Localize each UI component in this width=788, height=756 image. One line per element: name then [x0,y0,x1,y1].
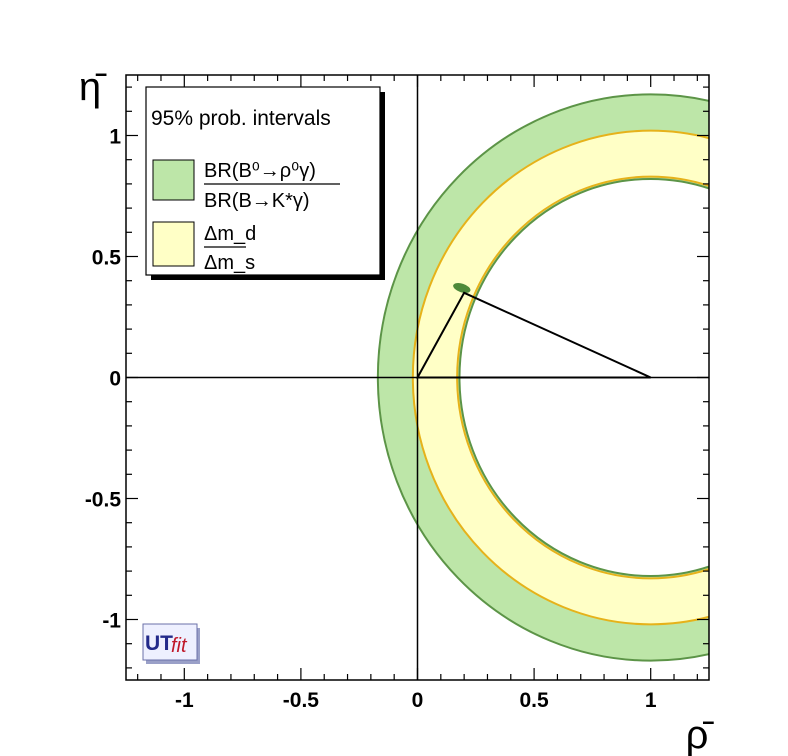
x-tick-label: 1 [645,689,657,712]
x-tick-label: -1 [175,689,194,712]
y-axis-label: η̄ [79,65,107,109]
region-dm-ratio [411,129,709,626]
utfit-logo: UT fit [142,623,200,664]
legend-br-denominator: BR(B→K*γ) [204,190,310,212]
legend: 95% prob. intervals BR(B⁰→ρ⁰γ) BR(B→K*γ)… [145,86,385,280]
triangle-outline [415,291,652,379]
x-tick-label: 0 [412,689,424,712]
y-tick-label: 0 [109,368,121,391]
legend-swatch-dm-ratio [152,221,195,267]
y-tick-label: 0.5 [92,247,122,270]
y-tick-label: 1 [109,126,121,149]
x-axis-label: ρ̄ [686,713,715,756]
legend-title: 95% prob. intervals [151,107,331,130]
y-tick-label: -0.5 [85,489,122,512]
tick-labels: -1 -0.5 0 0.5 1 1 0.5 0 -0.5 -1 [85,126,657,713]
x-tick-label: -0.5 [283,689,320,712]
legend-dm-denominator: Δm_s [204,252,255,274]
legend-br-numerator: BR(B⁰→ρ⁰γ) [204,160,316,182]
unitarity-triangle [415,291,652,379]
legend-swatch-br-ratio [152,159,195,201]
logo-fit-text: fit [171,635,188,657]
logo-box [142,623,198,661]
axis-ticks [126,75,709,680]
apex-region [453,282,471,293]
logo-ut-text: UT [145,632,173,655]
probability-regions [376,93,709,662]
y-tick-label: -1 [102,610,121,633]
legend-dm-numerator: Δm_d [204,223,256,245]
x-tick-label: 0.5 [519,689,549,712]
